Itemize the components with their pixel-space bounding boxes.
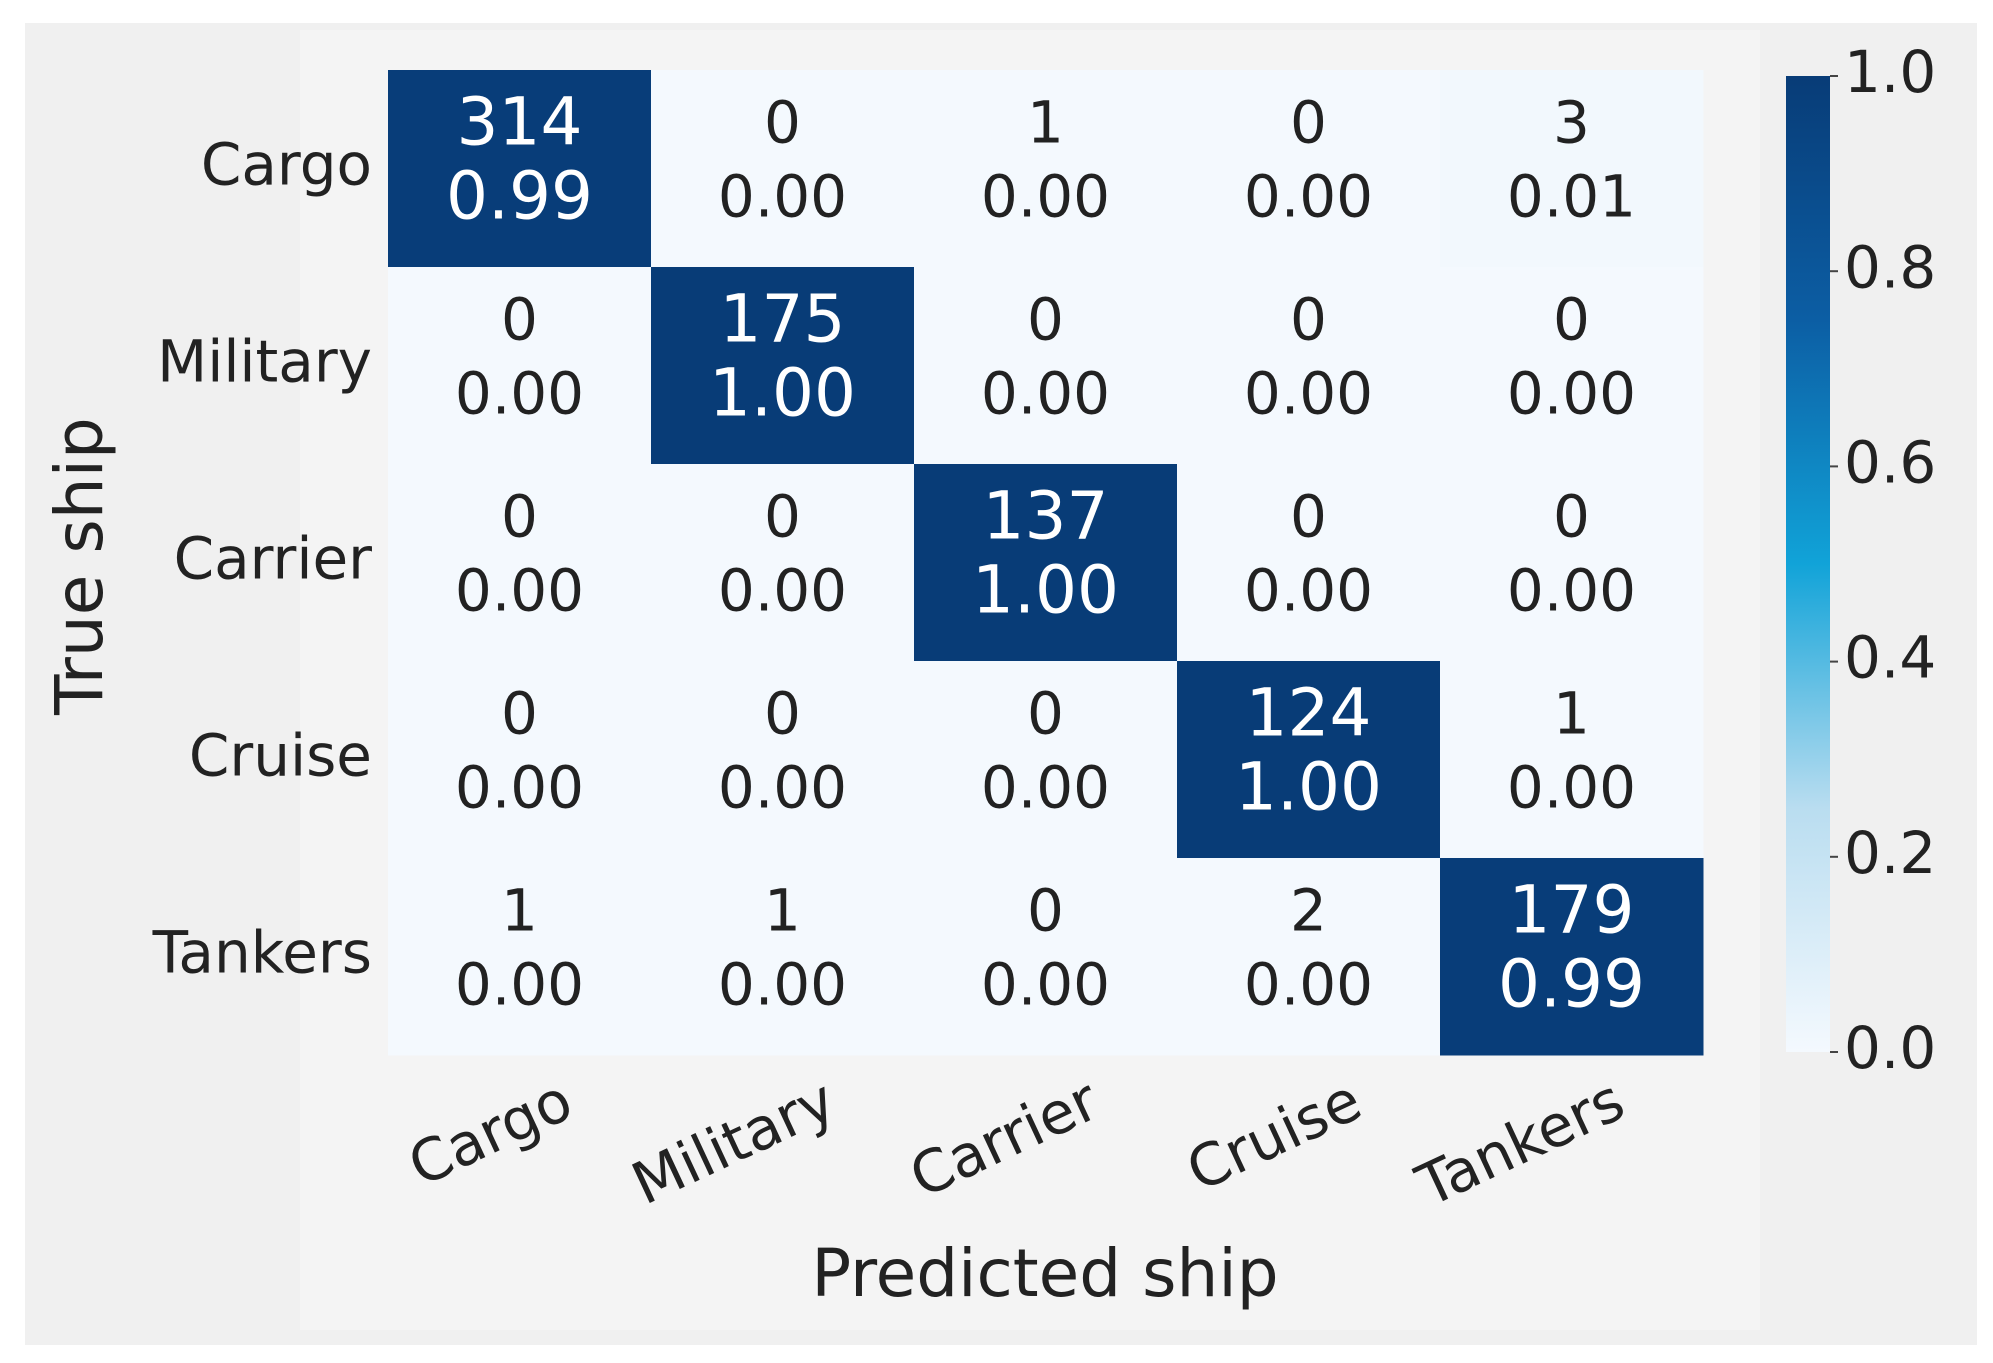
cell-value-label: 0.00 [1244, 163, 1373, 231]
cell-count: 0 [1027, 286, 1064, 354]
cell-count: 0 [501, 286, 538, 354]
heatmap-cell [651, 267, 915, 465]
cell-value-label: 0.00 [455, 557, 584, 625]
cell-count: 0 [1290, 483, 1327, 551]
cell-value-label: 0.00 [981, 951, 1110, 1019]
cell-value-label: 0.01 [1507, 163, 1636, 231]
cell-count: 1 [501, 877, 538, 945]
cell-value-label: 0.00 [981, 754, 1110, 822]
colorbar-tick-label: 0.0 [1844, 1014, 1936, 1082]
cell-value-label: 0.00 [718, 754, 847, 822]
cell-count: 1 [764, 877, 801, 945]
heatmap-cell [914, 858, 1178, 1056]
colorbar-tick-label: 1.0 [1844, 38, 1936, 106]
cell-count: 3 [1553, 89, 1590, 157]
y-tick-label: Cruise [189, 722, 372, 790]
heatmap-cell [1177, 858, 1441, 1056]
cell-count: 0 [1553, 286, 1590, 354]
heatmap-cell [914, 70, 1178, 268]
cell-value-label: 0.00 [1244, 360, 1373, 428]
heatmap-cell [1440, 661, 1704, 859]
colorbar-tick-label: 0.2 [1844, 819, 1936, 887]
heatmap-cell [651, 464, 915, 662]
cell-count: 179 [1509, 872, 1635, 949]
colorbar [1786, 76, 1830, 1052]
colorbar-tick-label: 0.6 [1844, 429, 1936, 497]
heatmap-cell [1440, 70, 1704, 268]
cell-value-label: 0.00 [1244, 951, 1373, 1019]
heatmap-cell [388, 267, 652, 465]
cell-count: 0 [764, 483, 801, 551]
cell-count: 0 [1027, 680, 1064, 748]
heatmap-cell [1440, 464, 1704, 662]
heatmap-cell [1440, 267, 1704, 465]
heatmap-cell [388, 464, 652, 662]
cell-count: 0 [501, 680, 538, 748]
cell-value-label: 0.99 [1498, 946, 1645, 1023]
cell-value-label: 0.00 [455, 360, 584, 428]
cell-count: 124 [1246, 675, 1372, 752]
heatmap-cell [651, 661, 915, 859]
cell-value-label: 0.00 [718, 951, 847, 1019]
cell-count: 0 [1290, 286, 1327, 354]
heatmap-cell [914, 267, 1178, 465]
x-axis-title: Predicted ship [811, 1235, 1278, 1312]
heatmap-cell [1440, 858, 1704, 1056]
cell-value-label: 1.00 [1235, 749, 1382, 826]
heatmap-cell [1177, 464, 1441, 662]
heatmap-cell [1177, 267, 1441, 465]
cell-value-label: 0.00 [718, 557, 847, 625]
cell-count: 314 [457, 84, 583, 161]
cell-value-label: 0.00 [981, 360, 1110, 428]
cell-value-label: 0.00 [718, 163, 847, 231]
heatmap-cell [914, 661, 1178, 859]
cell-count: 1 [1027, 89, 1064, 157]
cell-count: 175 [720, 281, 846, 358]
y-axis-title: True ship [41, 417, 118, 716]
cell-value-label: 0.00 [455, 951, 584, 1019]
y-tick-label: Cargo [201, 131, 372, 199]
colorbar-tick-label: 0.4 [1844, 624, 1936, 692]
cell-value-label: 0.00 [1244, 557, 1373, 625]
y-tick-label: Military [157, 328, 372, 396]
cell-value-label: 0.00 [1507, 360, 1636, 428]
heatmap-cell [651, 70, 915, 268]
cell-value-label: 1.00 [972, 552, 1119, 629]
cell-count: 137 [983, 478, 1109, 555]
heatmap-cell [388, 661, 652, 859]
cell-value-label: 0.00 [1507, 557, 1636, 625]
cell-value-label: 1.00 [709, 355, 856, 432]
cell-count: 0 [1027, 877, 1064, 945]
heatmap-cell [651, 858, 915, 1056]
heatmap-cell [1177, 70, 1441, 268]
cell-value-label: 0.00 [455, 754, 584, 822]
cell-value-label: 0.00 [1507, 754, 1636, 822]
cell-count: 0 [764, 89, 801, 157]
heatmap-cell [1177, 661, 1441, 859]
cell-count: 2 [1290, 877, 1327, 945]
colorbar-tick-label: 0.8 [1844, 233, 1936, 301]
y-tick-label: Tankers [152, 919, 372, 987]
heatmap-cell [914, 464, 1178, 662]
y-tick-label: Carrier [174, 525, 373, 593]
cell-value-label: 0.99 [446, 158, 593, 235]
cell-count: 1 [1553, 680, 1590, 748]
cell-value-label: 0.00 [981, 163, 1110, 231]
heatmap-cell [388, 858, 652, 1056]
cell-count: 0 [764, 680, 801, 748]
cell-count: 0 [1290, 89, 1327, 157]
cell-count: 0 [501, 483, 538, 551]
cell-count: 0 [1553, 483, 1590, 551]
heatmap-cell [388, 70, 652, 268]
